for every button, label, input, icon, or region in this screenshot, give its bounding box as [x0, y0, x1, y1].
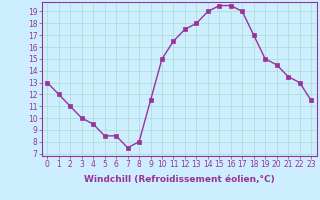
X-axis label: Windchill (Refroidissement éolien,°C): Windchill (Refroidissement éolien,°C) [84, 175, 275, 184]
